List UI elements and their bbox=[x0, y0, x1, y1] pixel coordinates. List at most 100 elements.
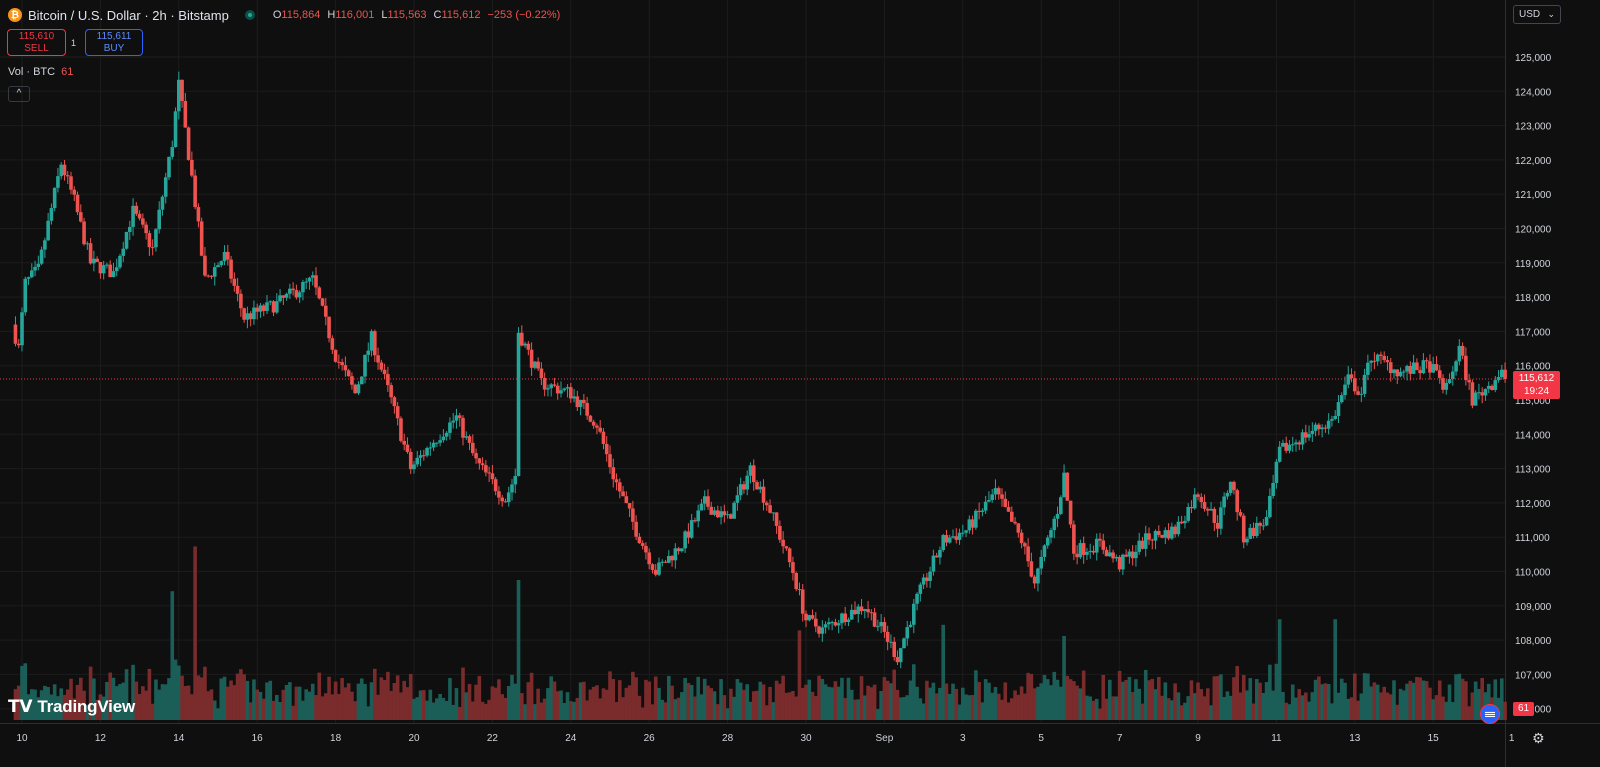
currency-select[interactable]: USD ⌄ bbox=[1513, 5, 1561, 24]
volume-bar bbox=[206, 691, 210, 720]
candle-body bbox=[1457, 345, 1462, 362]
candle-body bbox=[441, 436, 446, 441]
volume-bar bbox=[980, 702, 985, 720]
collapse-chevron-icon[interactable]: ^ bbox=[8, 86, 30, 102]
candle-body bbox=[467, 436, 472, 443]
candle-body bbox=[787, 548, 792, 563]
volume-bar bbox=[229, 680, 233, 720]
candle-body bbox=[1091, 550, 1096, 553]
symbol-title[interactable]: Bitcoin / U.S. Dollar · 2h · Bitstamp bbox=[28, 7, 229, 23]
volume-bar bbox=[366, 706, 371, 720]
candle-body bbox=[239, 293, 243, 309]
candle-body bbox=[1395, 369, 1400, 377]
volume-bar bbox=[26, 694, 31, 720]
candle-body bbox=[1300, 432, 1305, 445]
candle-body bbox=[431, 442, 436, 448]
candle-body bbox=[124, 231, 129, 249]
volume-bar bbox=[1186, 696, 1190, 720]
candle-body bbox=[1251, 527, 1256, 536]
candle-body bbox=[52, 187, 57, 209]
volume-bar bbox=[56, 696, 60, 720]
candle-body bbox=[1225, 492, 1230, 497]
candle-body bbox=[131, 205, 135, 227]
candle-body bbox=[356, 384, 361, 394]
candle-body bbox=[637, 536, 642, 544]
volume-bar bbox=[173, 659, 178, 720]
candle-body bbox=[157, 209, 161, 230]
candle-body bbox=[1036, 568, 1040, 584]
sell-button[interactable]: 115,610 SELL bbox=[7, 29, 66, 56]
volume-bar bbox=[1287, 704, 1292, 720]
volume-bar bbox=[451, 704, 455, 720]
volume-bar bbox=[582, 681, 586, 720]
volume-bar bbox=[1026, 672, 1030, 720]
candle-body bbox=[621, 491, 625, 497]
volume-bar bbox=[996, 693, 1001, 720]
volume-bar bbox=[947, 693, 952, 720]
volume-bar bbox=[673, 699, 678, 720]
candle-body bbox=[147, 233, 152, 248]
volume-bar bbox=[510, 674, 514, 720]
candle-body bbox=[644, 545, 648, 553]
volume-bar bbox=[591, 686, 596, 720]
candle-body bbox=[1287, 444, 1292, 451]
volume-bar bbox=[957, 704, 962, 720]
candle-body bbox=[1323, 427, 1328, 429]
price-tick-label: 124,000 bbox=[1515, 87, 1552, 98]
candle-body bbox=[961, 532, 965, 534]
volume-bar bbox=[248, 702, 253, 720]
volume-bar bbox=[650, 704, 655, 720]
volume-bar bbox=[663, 702, 668, 720]
volume-bar bbox=[1313, 679, 1318, 720]
buy-button[interactable]: 115,611 BUY bbox=[85, 29, 143, 56]
volume-legend[interactable]: Vol · BTC 61 bbox=[8, 66, 74, 78]
volume-bar bbox=[699, 694, 704, 720]
volume-bar bbox=[261, 698, 266, 720]
candle-body bbox=[353, 384, 357, 394]
candle-body bbox=[970, 519, 975, 528]
volume-bar bbox=[1356, 700, 1360, 720]
volume-bar bbox=[356, 683, 361, 720]
volume-bar bbox=[288, 682, 292, 720]
candle-body bbox=[278, 295, 282, 302]
candle-body bbox=[595, 425, 599, 428]
candle-body bbox=[20, 312, 24, 346]
candle-body bbox=[1339, 395, 1344, 403]
candle-body bbox=[1398, 371, 1403, 377]
candle-body bbox=[281, 295, 286, 298]
candle-body bbox=[702, 496, 707, 504]
candle-body bbox=[1039, 556, 1043, 569]
volume-bar bbox=[317, 672, 322, 720]
tradingview-logo[interactable]: 𝗧𝗩 TradingView bbox=[8, 697, 135, 717]
volume-bar bbox=[836, 686, 841, 720]
gear-icon[interactable]: ⚙ bbox=[1532, 730, 1545, 746]
candle-body bbox=[1143, 533, 1148, 549]
candle-body bbox=[719, 511, 723, 518]
volume-bar bbox=[95, 699, 99, 720]
volume-bar bbox=[1085, 695, 1089, 720]
candle-body bbox=[761, 486, 766, 503]
candle-body bbox=[1189, 506, 1194, 509]
candle-body bbox=[608, 454, 612, 468]
volume-bar bbox=[503, 697, 508, 720]
symbol-header[interactable]: ₿ Bitcoin / U.S. Dollar · 2h · Bitstamp … bbox=[8, 6, 564, 24]
candle-body bbox=[144, 224, 148, 234]
candle-body bbox=[1434, 364, 1439, 371]
volume-bar bbox=[1245, 690, 1249, 720]
volume-bar bbox=[552, 681, 557, 720]
volume-bar bbox=[738, 682, 743, 720]
volume-bar bbox=[506, 686, 511, 720]
volume-bar bbox=[33, 689, 37, 720]
candle-body bbox=[484, 465, 488, 473]
volume-bar bbox=[729, 688, 733, 720]
volume-bar bbox=[889, 683, 893, 720]
volume-bar bbox=[1202, 696, 1207, 720]
volume-bar bbox=[105, 681, 109, 720]
volume-bar bbox=[1091, 700, 1096, 720]
candle-body bbox=[1464, 355, 1468, 381]
volume-bar bbox=[1379, 692, 1383, 720]
us-flag-icon[interactable] bbox=[1480, 704, 1500, 724]
candle-body bbox=[36, 263, 41, 267]
candle-body bbox=[729, 514, 733, 519]
